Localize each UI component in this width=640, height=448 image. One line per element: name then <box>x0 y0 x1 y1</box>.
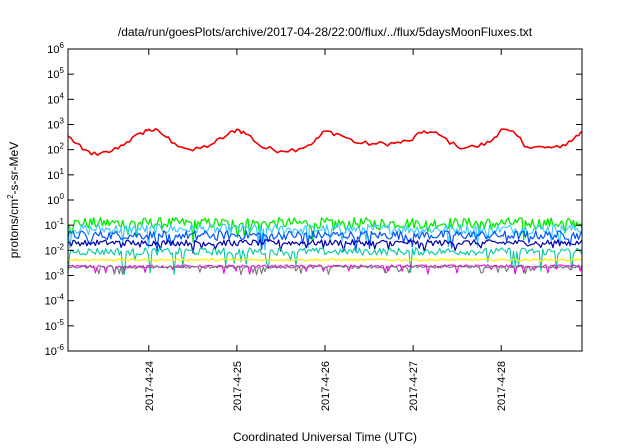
x-ticks: 2017-4-24 2017-4-25 2017-4-26 2017-4-27 2017… <box>144 49 508 411</box>
y-tick-base: 10 <box>47 145 59 157</box>
y-axis-label-sup: 2 <box>6 194 15 199</box>
x-axis-label: Coordinated Universal Time (UTC) <box>233 430 417 444</box>
x-tick-label: 2017-4-26 <box>320 361 332 411</box>
y-ticks: 10610510410310210110010-110-210-310-410-… <box>45 41 582 358</box>
series-line-1 <box>67 128 583 156</box>
y-tick-label: 103 <box>47 117 64 132</box>
y-tick-label: 10-3 <box>45 268 65 283</box>
x-tick-label: 2017-4-25 <box>232 361 244 411</box>
y-tick-exp: -2 <box>57 242 65 251</box>
y-tick-exp: 4 <box>60 91 65 100</box>
y-tick-exp: 5 <box>60 66 65 75</box>
y-tick-label: 10-4 <box>45 293 65 308</box>
y-tick-label: 10-5 <box>45 318 65 333</box>
series-line-5 <box>67 239 583 254</box>
series-layer <box>67 128 583 276</box>
y-tick-label: 101 <box>47 167 64 182</box>
y-axis-label-rest: -s-sr-MeV <box>7 142 21 195</box>
series-line-8 <box>67 264 583 275</box>
y-tick-base: 10 <box>47 170 59 182</box>
y-tick-base: 10 <box>47 94 59 106</box>
y-tick-exp: -1 <box>57 217 65 226</box>
y-axis-label: protons/cm2-s-sr-MeV <box>6 142 21 258</box>
y-tick-exp: 6 <box>60 41 65 50</box>
y-tick-exp: 0 <box>60 192 65 201</box>
x-tick-label: 2017-4-24 <box>144 361 156 411</box>
y-axis-label-base: protons/cm <box>7 199 21 258</box>
series-line-7 <box>67 258 583 262</box>
y-tick-label: 100 <box>47 192 64 207</box>
y-tick-base: 10 <box>47 44 59 56</box>
y-tick-label: 102 <box>47 142 64 157</box>
y-tick-base: 10 <box>45 271 57 283</box>
y-tick-label: 10-2 <box>45 242 65 257</box>
y-tick-base: 10 <box>47 120 59 132</box>
series-line-4 <box>67 230 583 253</box>
y-tick-exp: 3 <box>60 117 65 126</box>
x-tick-label: 2017-4-27 <box>408 361 420 411</box>
y-tick-base: 10 <box>45 346 57 358</box>
y-tick-base: 10 <box>47 195 59 207</box>
y-tick-base: 10 <box>45 296 57 308</box>
y-tick-label: 106 <box>47 41 64 56</box>
series-line-6 <box>67 247 583 275</box>
series-line-9 <box>67 265 583 276</box>
y-tick-exp: 2 <box>60 142 65 151</box>
y-tick-label: 105 <box>47 66 64 81</box>
chart-title: /data/run/goesPlots/archive/2017-04-28/2… <box>118 25 533 39</box>
y-tick-base: 10 <box>45 245 57 257</box>
y-tick-label: 10-1 <box>45 217 65 232</box>
x-tick-label: 2017-4-28 <box>496 361 508 411</box>
y-tick-exp: -4 <box>57 293 65 302</box>
y-tick-exp: -3 <box>57 268 65 277</box>
y-tick-label: 10-6 <box>45 343 65 358</box>
y-tick-base: 10 <box>45 321 57 333</box>
y-tick-base: 10 <box>45 220 57 232</box>
y-tick-exp: -5 <box>57 318 65 327</box>
y-tick-exp: -6 <box>57 343 65 352</box>
y-tick-base: 10 <box>47 69 59 81</box>
y-tick-label: 104 <box>47 91 64 106</box>
y-tick-exp: 1 <box>60 167 65 176</box>
plot-frame <box>67 48 583 352</box>
